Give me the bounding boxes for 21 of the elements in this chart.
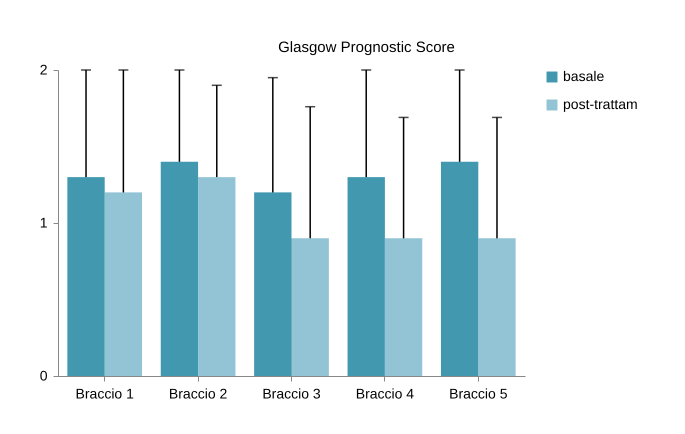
y-tick-label: 2 xyxy=(40,62,48,78)
x-tick-label: Braccio 3 xyxy=(262,386,321,402)
chart-title: Glasgow Prognostic Score xyxy=(278,39,455,56)
legend-label: basale xyxy=(563,68,604,84)
x-tick-label: Braccio 5 xyxy=(449,386,508,402)
bar xyxy=(160,162,198,376)
bar xyxy=(384,238,422,376)
x-tick-label: Braccio 1 xyxy=(76,386,134,402)
bar xyxy=(254,192,292,376)
bar xyxy=(440,162,478,376)
bar xyxy=(198,177,236,376)
y-tick-label: 0 xyxy=(40,368,48,384)
legend-label: post-trattam xyxy=(563,96,638,112)
bar xyxy=(292,238,329,376)
x-tick-label: Braccio 4 xyxy=(356,386,414,402)
bar xyxy=(348,177,385,376)
bar xyxy=(104,192,142,376)
y-tick-label: 1 xyxy=(40,214,48,230)
bar xyxy=(478,238,516,376)
bar xyxy=(67,177,105,376)
x-tick-label: Braccio 2 xyxy=(168,386,228,402)
